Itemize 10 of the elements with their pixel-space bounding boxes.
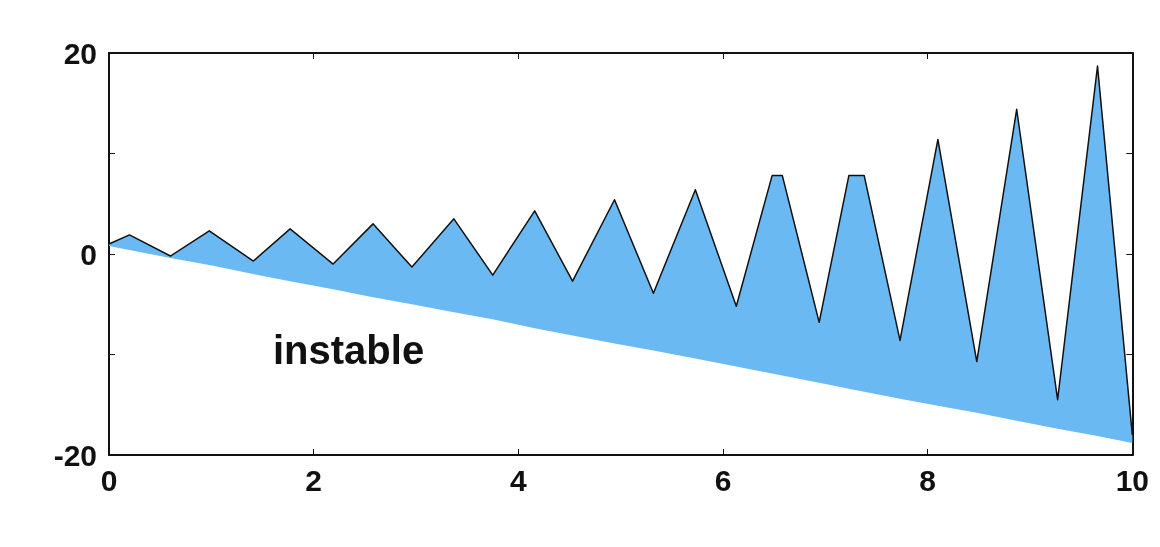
x-tick-label: 8 — [919, 463, 936, 497]
x-tick-label: 4 — [509, 463, 527, 497]
x-tick-label: 2 — [305, 463, 323, 497]
x-tick-label: 6 — [714, 463, 732, 497]
y-tick-label: 0 — [80, 237, 97, 271]
y-tick-label: -20 — [53, 438, 97, 472]
x-tick-label: 10 — [1115, 463, 1149, 497]
y-tick-label: 20 — [63, 36, 97, 70]
x-tick-label: 0 — [100, 463, 118, 497]
annotation: instable — [273, 328, 425, 372]
